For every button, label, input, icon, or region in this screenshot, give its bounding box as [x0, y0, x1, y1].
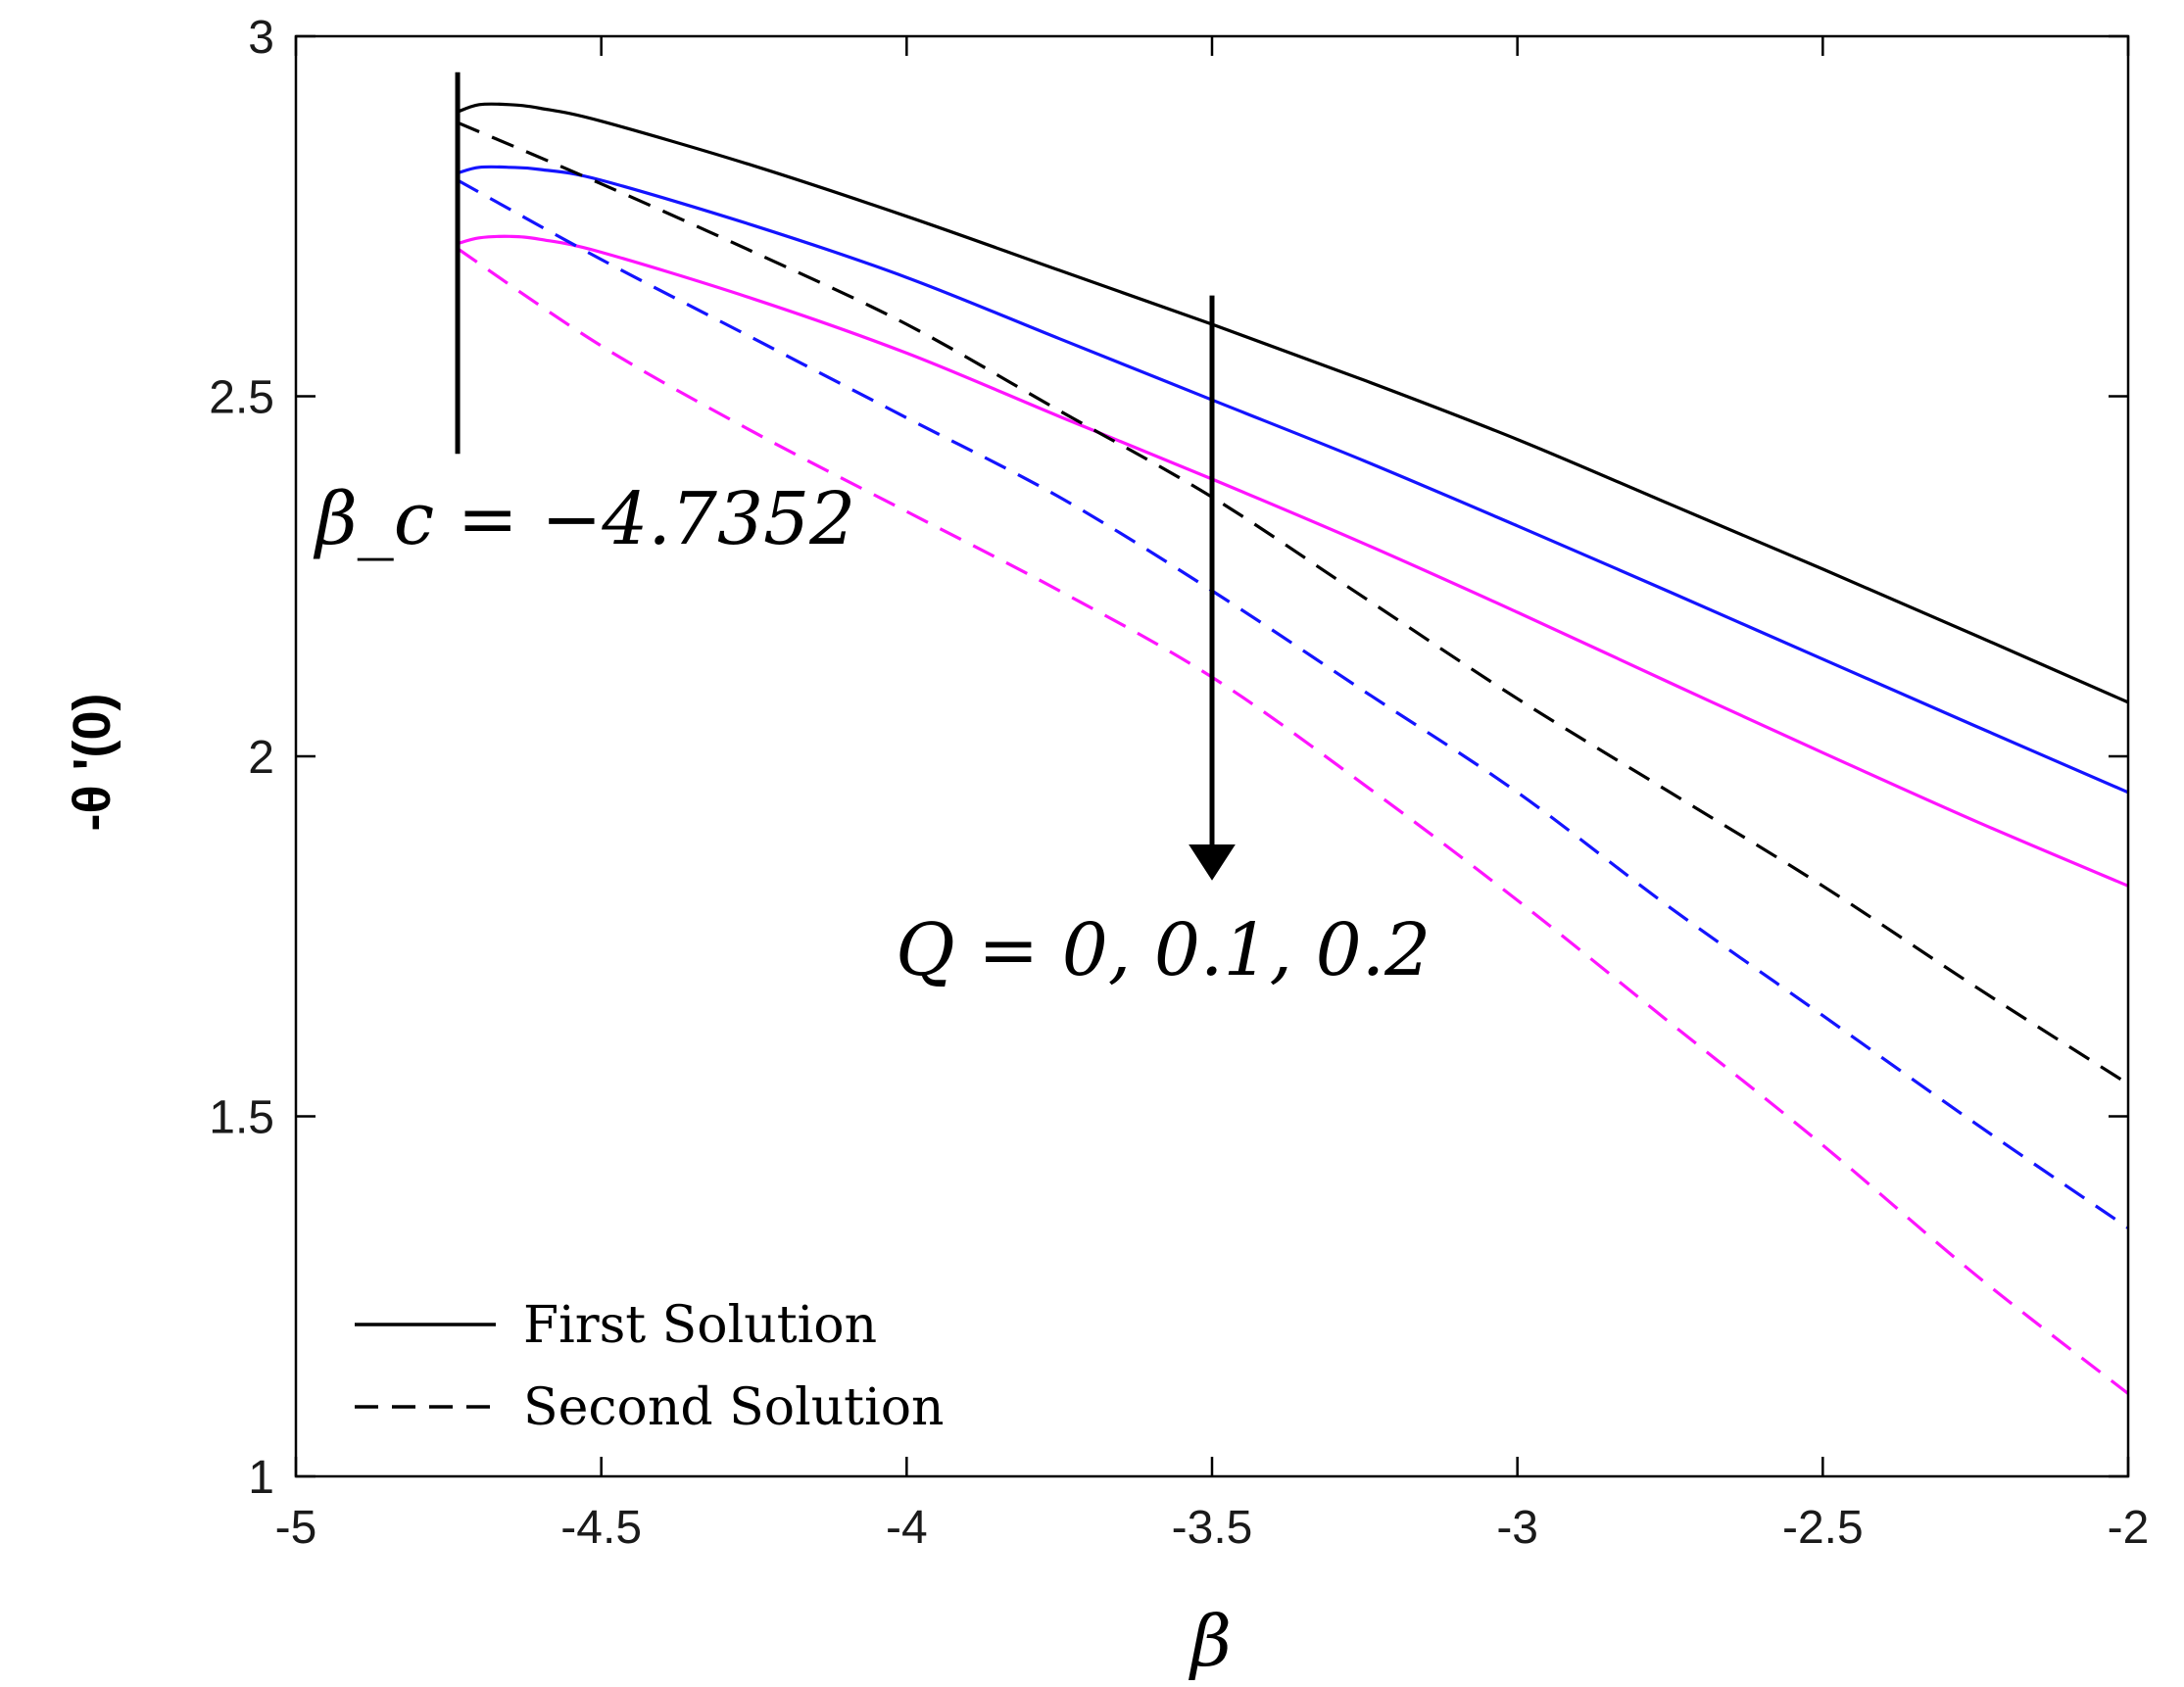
legend-label-2: Second Solution — [523, 1378, 945, 1437]
series-line-4 — [457, 120, 2129, 1085]
x-tick-label: -5 — [275, 1502, 317, 1554]
x-tick-label: -4.5 — [560, 1502, 642, 1554]
annotations: β_c = −4.7352 Q = 0, 0.1, 0.2 — [313, 72, 1431, 992]
series-layer — [457, 102, 2129, 1395]
legend: First Solution Second Solution — [355, 1296, 945, 1437]
series-line-6 — [457, 247, 2129, 1395]
y-tick-label: 2 — [248, 732, 274, 784]
series-line-5 — [457, 178, 2129, 1229]
y-tick-label: 3 — [248, 12, 274, 64]
x-tick-label: -2.5 — [1782, 1502, 1864, 1554]
y-tick-label: 1.5 — [209, 1092, 274, 1144]
y-axis-label: -θ '(0) — [63, 693, 121, 831]
series-line-2 — [457, 165, 2129, 795]
legend-label-1: First Solution — [523, 1296, 877, 1355]
q-arrow-head — [1189, 844, 1236, 881]
series-line-3 — [457, 234, 2129, 888]
series-line-1 — [457, 102, 2129, 704]
x-tick-label: -4 — [886, 1502, 928, 1554]
x-tick-label: -2 — [2108, 1502, 2150, 1554]
x-tick-label: -3.5 — [1172, 1502, 1253, 1554]
q-arrow-label: Q = 0, 0.1, 0.2 — [896, 908, 1431, 992]
critical-point-label: β_c = −4.7352 — [313, 477, 855, 561]
y-tick-label: 1 — [248, 1452, 274, 1504]
y-tick-label: 2.5 — [209, 372, 274, 424]
ticks-layer: -5 -4.5 -4 -3.5 -3 -2.5 -2 1 1.5 2 2.5 3 — [209, 12, 2149, 1554]
x-tick-label: -3 — [1496, 1502, 1538, 1554]
x-axis-label: β — [1188, 1600, 1232, 1682]
